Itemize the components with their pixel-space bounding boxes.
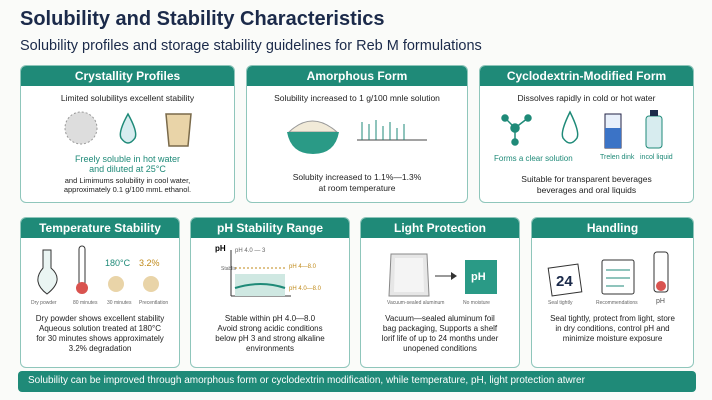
footer-text: Solubility can be improved through amorp… [28, 375, 585, 386]
icon-label: 80 minutes [73, 300, 98, 306]
card-text: Vacuum—sealed aluminum foil [385, 314, 495, 323]
card-text: and Limimums solubility in cool water, [64, 176, 191, 185]
card-text: unopened conditions [403, 344, 477, 353]
icons [64, 111, 192, 147]
card: Handling Recommendations 24 Seal tightly… [531, 217, 694, 368]
icon-label: 3.2% [139, 258, 160, 268]
card: Cyclodextrin-Modified Form Dissolves rap… [479, 65, 694, 203]
icon-label: incol liquid [640, 154, 673, 161]
icons [230, 250, 291, 297]
card-title: Crystallity Profiles [21, 66, 234, 86]
card: pH Stability Range pH pH 4.0 — 3 Stablis… [190, 217, 350, 368]
card: Temperature Stability 180°C 3.2% Dry pow… [20, 217, 180, 368]
card-text: Dry powder shows excellent stability [35, 314, 165, 323]
icon-label: No moisture [463, 300, 490, 306]
icon-label: Recommendations [596, 300, 638, 306]
card-text: environments [245, 344, 295, 353]
icons [37, 245, 159, 295]
card: Crystallity Profiles Limited solubilitys… [20, 65, 235, 203]
card-text: Solubity increased to 1.1%—1.3% [292, 172, 422, 182]
chart-label: pH 4—8.0 [289, 264, 317, 270]
title: Solubility and Stability Characteristics [20, 8, 385, 30]
card-text: Avoid strong acidic conditions [217, 324, 323, 333]
card-text: bag packaging, Supports a shelf [382, 324, 498, 333]
icon-label: pH [471, 271, 486, 283]
subtitle: Solubility profiles and storage stabilit… [20, 38, 482, 54]
icons [547, 251, 669, 297]
card-text: Suitable for transparent beverages [521, 174, 652, 184]
card-title: Amorphous Form [247, 66, 467, 86]
card-title: Temperature Stability [21, 218, 179, 238]
chart-label: pH 4.0—8.0 [289, 286, 322, 292]
card-text: Limited solubilitys excellent stability [60, 93, 195, 103]
card-text: lorif life of up to 24 months under [381, 334, 499, 343]
card-text: Freely soluble in hot water [74, 154, 181, 164]
card-text: below pH 3 and strong alkaline [215, 334, 325, 343]
icons [501, 110, 663, 149]
card-text: for 30 minutes shows approximately [36, 334, 164, 343]
chart-label: Stablis [221, 266, 237, 272]
icon-label: 180°C [105, 258, 131, 268]
card-text: minimize moisture exposure [562, 334, 663, 343]
icon-label: Vacuum-sealed aluminum [387, 300, 445, 306]
card-text: Solubility increased to 1 g/100 mnle sol… [274, 93, 440, 103]
card-text: and diluted at 25°C [89, 164, 166, 174]
card-text: at room temperature [318, 183, 396, 193]
footer-bar [18, 371, 696, 392]
card: Light Protection pH Vacuum-sealed alumin… [360, 217, 520, 368]
card-text: Aqueous solution treated at 180°C [39, 324, 161, 333]
icon-label: Precentlation [139, 300, 169, 306]
chart-label: pH [215, 244, 226, 253]
icon-label: Forms a clear solution [494, 154, 573, 163]
card-text: Seal tightly, protect from light, store [550, 314, 675, 323]
icon-label: 24 [556, 273, 573, 290]
card-text: Stable within pH 4.0—8.0 [224, 314, 316, 323]
card-text: approximately 0.1 g/100 mmL ethanol. [63, 185, 192, 194]
icon-label: Trelen dink [600, 154, 635, 161]
card-text: beverages and oral liquids [536, 185, 637, 195]
icon-label: Dry powder [31, 300, 57, 306]
card-title: Cyclodextrin-Modified Form [480, 66, 693, 86]
icon-label: pH [656, 298, 665, 305]
card-title: Light Protection [361, 218, 519, 238]
icon-label: 30 minutes [107, 300, 132, 306]
card-text: Dissolves rapidly in cold or hot water [517, 93, 656, 103]
card: Amorphous Form Solubility increased to 1… [246, 65, 468, 203]
card-title: Handling Recommendations [532, 218, 693, 255]
icons [388, 253, 497, 297]
chart-label: pH 4.0 — 3 [235, 248, 266, 254]
icons [287, 120, 427, 154]
icon-label: Seal tightly [548, 300, 573, 306]
card-title: pH Stability Range [191, 218, 349, 238]
card-text: in dry conditions, control pH and [555, 324, 670, 333]
card-text: 3.2% degradation [68, 344, 132, 353]
